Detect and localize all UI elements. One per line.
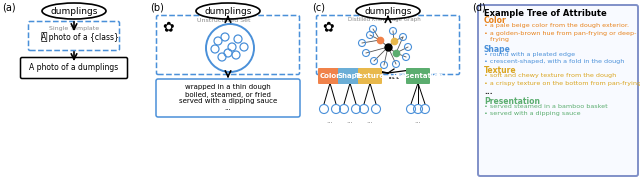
Text: ✿: ✿ (322, 20, 334, 34)
Text: Texture: Texture (355, 73, 385, 79)
Text: ...: ... (326, 118, 333, 124)
Text: (c): (c) (312, 2, 325, 12)
Text: dumplings: dumplings (364, 7, 412, 16)
Text: ...: ... (415, 118, 421, 124)
Text: A photo of a {class}: A photo of a {class} (41, 33, 119, 42)
Text: Presentation: Presentation (484, 97, 540, 106)
Text: • a pale beige color from the dough exterior.: • a pale beige color from the dough exte… (484, 24, 629, 28)
FancyBboxPatch shape (358, 68, 382, 84)
FancyBboxPatch shape (317, 16, 460, 75)
Text: 🧑: 🧑 (41, 32, 47, 42)
Text: ...: ... (367, 118, 373, 124)
Text: frying: frying (484, 38, 509, 42)
Text: ...: ... (388, 71, 401, 81)
Text: Single Template: Single Template (49, 26, 99, 31)
Ellipse shape (196, 3, 260, 19)
Text: (d): (d) (472, 2, 486, 12)
Text: Unstructured Set: Unstructured Set (197, 18, 251, 22)
Ellipse shape (356, 3, 420, 19)
Text: Color: Color (320, 73, 340, 79)
Text: dumplings: dumplings (204, 7, 252, 16)
Text: Distilled Knowledge Graph: Distilled Knowledge Graph (348, 18, 420, 22)
FancyBboxPatch shape (157, 16, 300, 75)
Text: Shape: Shape (338, 73, 362, 79)
Text: • served with a dipping sauce: • served with a dipping sauce (484, 112, 580, 116)
Text: A photo of a dumplings: A photo of a dumplings (29, 64, 118, 73)
Text: ✿: ✿ (162, 20, 174, 34)
FancyBboxPatch shape (338, 68, 362, 84)
Text: Example Tree of Attribute: Example Tree of Attribute (484, 9, 607, 18)
FancyBboxPatch shape (29, 21, 120, 50)
Text: • soft and chewy texture from the dough: • soft and chewy texture from the dough (484, 73, 616, 79)
Text: (b): (b) (150, 2, 164, 12)
FancyBboxPatch shape (406, 68, 430, 84)
Text: ...: ... (347, 118, 353, 124)
Text: Color: Color (484, 16, 507, 25)
Text: Texture: Texture (484, 66, 516, 75)
FancyBboxPatch shape (478, 5, 638, 176)
Text: • crescent-shaped, with a fold in the dough: • crescent-shaped, with a fold in the do… (484, 59, 625, 64)
Text: • a golden-brown hue from pan-frying or deep-: • a golden-brown hue from pan-frying or … (484, 30, 636, 36)
FancyBboxPatch shape (156, 79, 300, 117)
Text: (a): (a) (2, 2, 15, 12)
Ellipse shape (42, 3, 106, 19)
Text: • served steamed in a bamboo basket: • served steamed in a bamboo basket (484, 104, 607, 110)
Text: dumplings: dumplings (51, 7, 98, 16)
FancyBboxPatch shape (318, 68, 342, 84)
Text: wrapped in a thin dough
boiled, steamed, or fried
served with a dipping sauce
..: wrapped in a thin dough boiled, steamed,… (179, 84, 277, 112)
FancyBboxPatch shape (20, 58, 127, 79)
Text: • a crispy texture on the bottom from pan-frying: • a crispy texture on the bottom from pa… (484, 81, 640, 85)
Text: • round with a pleated edge: • round with a pleated edge (484, 52, 575, 57)
Text: ...: ... (484, 87, 493, 96)
Text: Shape: Shape (484, 44, 511, 53)
Text: Presentation: Presentation (392, 73, 444, 79)
